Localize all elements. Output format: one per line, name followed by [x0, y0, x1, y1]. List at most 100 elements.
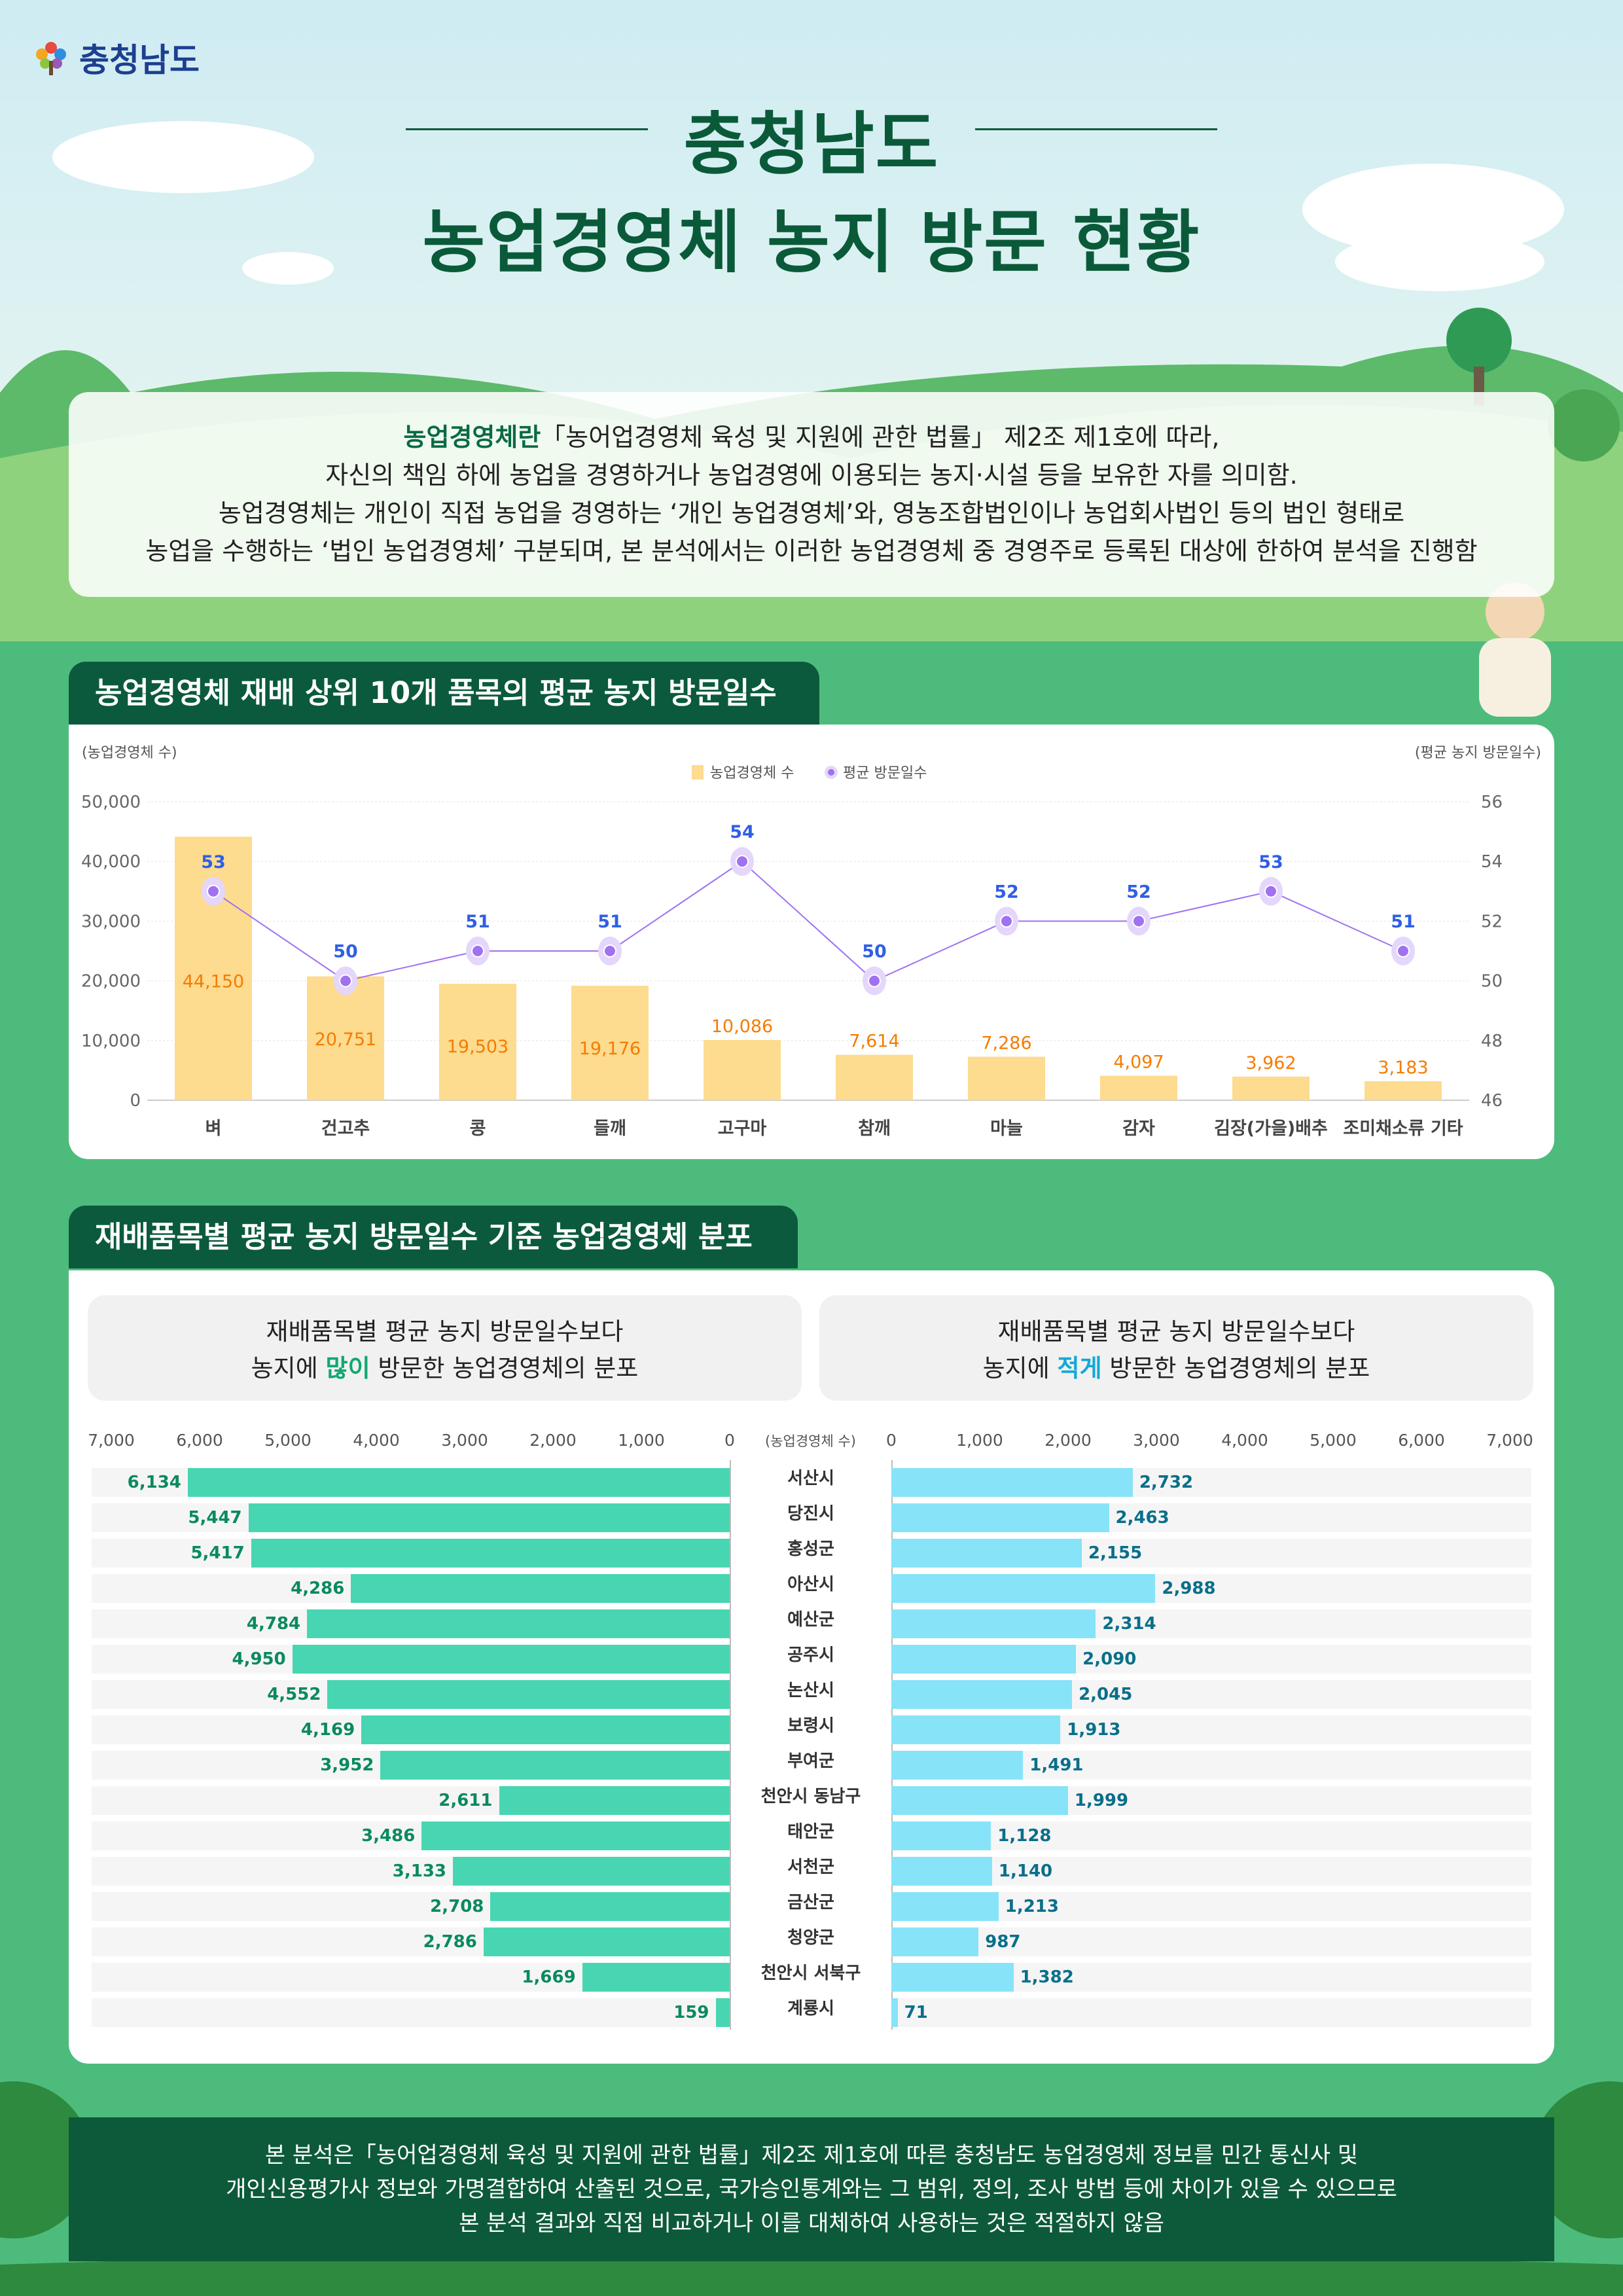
x-tick-label: 건고추 — [321, 1119, 370, 1139]
left-x-tick: 3,000 — [441, 1431, 488, 1450]
y2-tick-label: 50 — [1481, 972, 1503, 992]
left-x-tick: 0 — [724, 1431, 735, 1450]
y-tick-label: 40,000 — [81, 852, 141, 872]
bar-9 — [1364, 1081, 1442, 1100]
fewer-bar-12 — [891, 1892, 999, 1921]
left-x-tick: 4,000 — [353, 1431, 400, 1450]
more-bar-9 — [499, 1786, 730, 1815]
y-tick-label: 30,000 — [81, 912, 141, 931]
region-label: 예산군 — [787, 1610, 834, 1630]
right-x-tick: 7,000 — [1486, 1431, 1533, 1450]
y-tick-label: 10,000 — [81, 1031, 141, 1051]
row-bg-left — [92, 1998, 730, 2027]
row-bg-right — [891, 1998, 1531, 2027]
fewer-value-label: 2,155 — [1088, 1543, 1143, 1563]
y2-tick-label: 56 — [1481, 793, 1503, 812]
fewer-value-label: 1,128 — [997, 1826, 1052, 1846]
line-point-5 — [868, 974, 881, 988]
more-bar-0 — [187, 1468, 730, 1497]
x-tick-label: 고구마 — [718, 1119, 767, 1139]
fewer-bar-3 — [891, 1574, 1156, 1603]
more-visits-line1: 재배품목별 평균 농지 방문일수보다 — [266, 1318, 624, 1346]
more-value-label: 4,552 — [267, 1685, 321, 1704]
more-value-label: 4,950 — [232, 1649, 286, 1669]
line-point-9 — [1397, 944, 1410, 958]
line-value-label: 51 — [597, 912, 622, 932]
butterfly-chart: 0 0 1,000 1,000 2,000 2,000 3,000 3,000 4,000 4,0… — [69, 1270, 1554, 2064]
line-point-3 — [603, 944, 616, 958]
footer-line3: 본 분석 결과와 직접 비교하거나 이를 대체하여 사용하는 것은 적절하지 않… — [459, 2210, 1164, 2236]
more-bar-11 — [453, 1857, 730, 1886]
fewer-highlight: 적게 — [1057, 1354, 1102, 1382]
fewer-bar-9 — [891, 1786, 1068, 1815]
more-bar-6 — [327, 1680, 730, 1709]
bar-value-label: 44,150 — [183, 971, 244, 992]
fewer-visits-line1: 재배품목별 평균 농지 방문일수보다 — [997, 1318, 1355, 1346]
distribution-card: 재배품목별 평균 농지 방문일수보다 농지에 많이 방문한 농업경영체의 분포 … — [69, 1270, 1554, 2064]
y2-tick-label: 46 — [1481, 1091, 1503, 1111]
region-label: 홍성군 — [787, 1539, 834, 1559]
bar-value-label: 7,614 — [849, 1031, 899, 1052]
left-x-tick: 7,000 — [88, 1431, 135, 1450]
fewer-value-label: 1,491 — [1029, 1755, 1084, 1775]
y-axis-title: (농업경영체 수) — [82, 745, 177, 761]
region-label: 서산시 — [787, 1469, 834, 1488]
title-divider-left — [406, 128, 648, 130]
line-value-label: 51 — [465, 912, 490, 932]
region-label: 천안시 서북구 — [760, 1964, 861, 1983]
bar-6 — [968, 1056, 1045, 1100]
bar-value-label: 10,086 — [711, 1016, 773, 1037]
region-label: 계룡시 — [787, 1999, 834, 2018]
line-value-label: 52 — [994, 882, 1019, 902]
fewer-value-label: 2,463 — [1115, 1508, 1169, 1528]
fewer-value-label: 2,314 — [1102, 1614, 1156, 1634]
line-value-label: 53 — [201, 852, 226, 872]
more-visits-line2: 농지에 많이 방문한 농업경영체의 분포 — [88, 1350, 802, 1387]
left-axis-line — [730, 1460, 731, 2030]
y-tick-label: 0 — [130, 1091, 141, 1111]
more-bar-4 — [307, 1609, 730, 1638]
intro-line3: 농업경영체는 개인이 직접 농업을 경영하는 ‘개인 농업경영체’와, 영농조합… — [218, 499, 1405, 528]
legend-line-marker — [828, 769, 834, 776]
fewer-post: 방문한 농업경영체의 분포 — [1101, 1354, 1370, 1382]
intro-box: 농업경영체란「농어업경영체 육성 및 지원에 관한 법률」 제2조 제1호에 따… — [69, 392, 1554, 597]
bar-value-label: 3,183 — [1378, 1058, 1428, 1078]
fewer-bar-10 — [891, 1821, 991, 1850]
x-tick-label: 콩 — [470, 1119, 486, 1139]
x-tick-label: 감자 — [1122, 1119, 1155, 1139]
intro-line1-text: 「농어업경영체 육성 및 지원에 관한 법률」 제2조 제1호에 따라, — [541, 423, 1220, 452]
line-point-8 — [1264, 884, 1277, 898]
region-label: 공주시 — [787, 1645, 834, 1665]
line-point-2 — [471, 944, 484, 958]
bar-value-label: 4,097 — [1113, 1052, 1164, 1073]
combo-chart: (농업경영체 수) (평균 농지 방문일수) 농업경영체 수 평균 방문일수 0 46 10… — [81, 745, 1541, 1139]
bar-value-label: 19,503 — [447, 1037, 508, 1057]
y2-tick-label: 52 — [1481, 912, 1503, 931]
section2-header: 재배품목별 평균 농지 방문일수 기준 농업경영체 분포 — [69, 1206, 798, 1268]
x-tick-label: 마늘 — [990, 1119, 1023, 1139]
region-label: 금산군 — [787, 1893, 834, 1912]
region-label: 부여군 — [787, 1751, 834, 1771]
bar-0 — [175, 836, 252, 1100]
bar-2 — [439, 984, 516, 1100]
fewer-bar-15 — [891, 1998, 898, 2027]
more-bar-2 — [251, 1539, 730, 1568]
page-title-line2: 농업경영체 농지 방문 현황 — [422, 202, 1201, 282]
right-x-tick: 2,000 — [1044, 1431, 1092, 1450]
y2-tick-label: 54 — [1481, 852, 1503, 872]
more-value-label: 4,784 — [246, 1614, 301, 1634]
fewer-pre: 농지에 — [982, 1354, 1058, 1382]
x-tick-label: 김장(가을)배추 — [1214, 1119, 1328, 1139]
x-tick-label: 들깨 — [594, 1119, 626, 1139]
fewer-bar-13 — [891, 1928, 979, 1956]
right-x-tick: 5,000 — [1310, 1431, 1357, 1450]
more-pre: 농지에 — [251, 1354, 326, 1382]
more-value-label: 5,447 — [188, 1508, 242, 1528]
more-bar-10 — [421, 1821, 730, 1850]
region-label: 천안시 동남구 — [760, 1787, 861, 1806]
fewer-value-label: 2,732 — [1139, 1473, 1194, 1492]
legend-line-label: 평균 방문일수 — [843, 765, 927, 781]
x-tick-label: 조미채소류 기타 — [1343, 1119, 1463, 1139]
right-x-tick: 0 — [886, 1431, 897, 1450]
line-value-label: 51 — [1391, 912, 1416, 932]
